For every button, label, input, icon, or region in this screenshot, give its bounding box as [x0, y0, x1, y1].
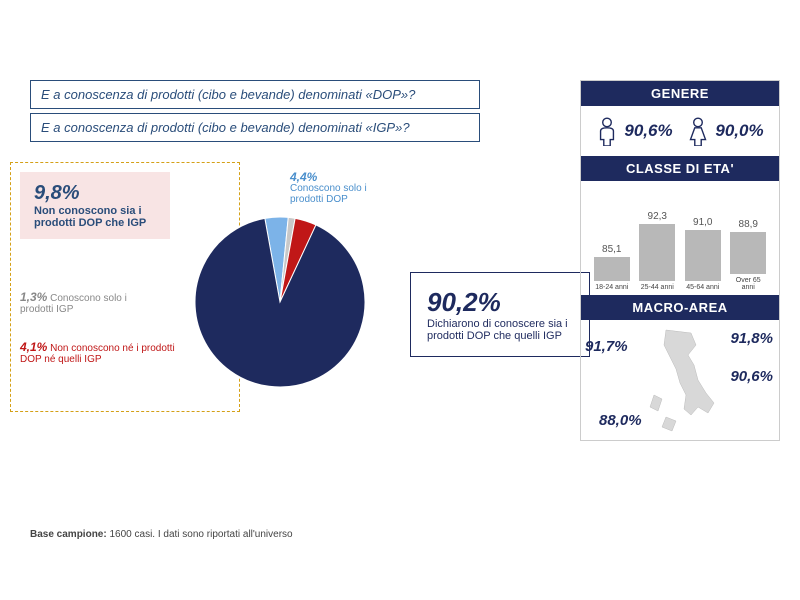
macro-south: 88,0% [599, 412, 642, 429]
label-igp-only: 1,3% Conoscono solo i prodotti IGP [20, 292, 160, 315]
female-icon [687, 116, 709, 146]
known-both-box: 90,2% Dichiarono di conoscere sia i prod… [410, 272, 590, 357]
genere-male: 90,6% [596, 116, 672, 146]
macro-ne: 91,8% [730, 330, 773, 347]
macro-center: 90,6% [730, 368, 773, 385]
known-both-pct: 90,2% [427, 287, 573, 318]
known-both-text: Dichiarono di conoscere sia i prodotti D… [427, 318, 573, 342]
age-bar: 92,325-44 anni [637, 211, 677, 291]
label-dop-only: 4,4% Conoscono solo i prodotti DOP [290, 172, 400, 205]
genere-female: 90,0% [687, 116, 763, 146]
macro-section: 91,7% 91,8% 90,6% 88,0% [581, 320, 779, 440]
question-igp: E a conoscenza di prodotti (cibo e bevan… [30, 113, 480, 142]
male-icon [596, 116, 618, 146]
age-bar-chart: 85,118-24 anni92,325-44 anni91,045-64 an… [589, 191, 771, 291]
age-bar: 88,9Over 65 anni [728, 219, 768, 291]
genere-header: GENERE [581, 81, 779, 106]
age-bar: 85,118-24 anni [592, 244, 632, 291]
unknown-both-box: 9,8% Non conoscono sia i prodotti DOP ch… [20, 172, 170, 239]
pie-chart [180, 202, 380, 402]
italy-map-icon [636, 325, 726, 435]
demographics-panel: GENERE 90,6% 90,0% CLASSE DI ETA' 85,118… [580, 80, 780, 441]
footnote: Base campione: 1600 casi. I dati sono ri… [30, 529, 293, 540]
age-section: 85,118-24 anni92,325-44 anni91,045-64 an… [581, 181, 779, 295]
age-bar: 91,045-64 anni [683, 217, 723, 291]
macro-nw: 91,7% [585, 338, 628, 355]
unknown-both-pct: 9,8% [34, 182, 156, 205]
age-header: CLASSE DI ETA' [581, 156, 779, 181]
macro-header: MACRO-AREA [581, 295, 779, 320]
unknown-both-text: Non conoscono sia i prodotti DOP che IGP [34, 205, 156, 229]
question-dop: E a conoscenza di prodotti (cibo e bevan… [30, 80, 480, 109]
label-none: 4,1% Non conoscono né i prodotti DOP né … [20, 342, 180, 365]
genere-section: 90,6% 90,0% [581, 106, 779, 156]
